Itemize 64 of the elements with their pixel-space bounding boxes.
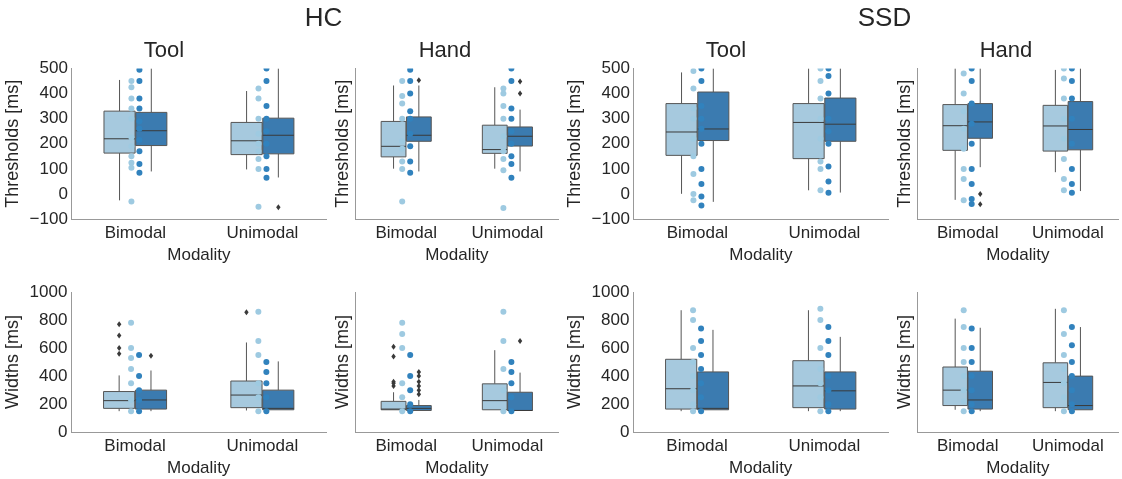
chart-title: Hand [979,37,1033,63]
y-tick-label: 0 [620,183,630,203]
y-tick-label: 800 [39,309,68,329]
y-tick-label: 800 [601,309,630,329]
x-tick-label: Unimodal [788,223,861,243]
text: HC [303,2,344,33]
y-tick-label: 0 [58,183,68,203]
y-tick-label: 0 [619,421,630,441]
y-tick-label: 500 [601,58,630,78]
y-tick-label: 400 [601,83,630,103]
x-tick-label: Bimodal [104,436,166,456]
x-tick-label: Bimodal [375,223,437,243]
chart-title: Hand [418,37,472,63]
x-tick-label: Unimodal [226,223,299,243]
chart-title: Tool [705,37,747,63]
y-tick-label: 100 [39,158,68,178]
x-tick-label: Bimodal [104,223,167,243]
y-axis-title: Widths [ms] [331,315,352,410]
y-axis-title: Thresholds [ms] [563,79,584,208]
y-tick-label: −100 [591,208,630,228]
x-tick-label: Unimodal [471,223,544,243]
y-tick-label: 200 [601,133,630,153]
x-axis-title: Modality [425,245,489,265]
x-tick-label: Unimodal [1031,436,1104,456]
chart-title: Tool [143,37,185,63]
x-tick-label: Bimodal [666,223,729,243]
x-axis-title: Modality [425,458,489,478]
y-axis-title: Widths [ms] [893,315,914,410]
y-tick-label: 600 [39,337,68,357]
y-tick-label: −100 [29,208,68,228]
y-tick-label: 500 [39,58,68,78]
y-axis-title: Widths [ms] [563,315,584,410]
y-tick-label: 400 [601,365,630,385]
y-tick-label: 0 [57,421,68,441]
y-tick-label: 200 [39,393,68,413]
y-tick-label: 200 [39,133,68,153]
y-tick-label: 400 [39,83,68,103]
y-axis-title: Thresholds [ms] [1,79,22,208]
x-tick-label: Bimodal [936,223,999,243]
text: SSD [856,2,913,33]
y-axis-title: Thresholds [ms] [331,79,352,208]
x-tick-label: Unimodal [788,436,861,456]
x-tick-label: Unimodal [1031,223,1104,243]
x-axis-title: Modality [986,458,1050,478]
y-tick-label: 1000 [29,281,68,301]
x-tick-label: Unimodal [471,436,544,456]
y-tick-label: 600 [601,337,630,357]
y-tick-label: 200 [601,393,630,413]
y-tick-label: 1000 [591,281,630,301]
x-axis-title: Modality [729,245,794,265]
y-tick-label: 400 [39,365,68,385]
x-axis-title: Modality [167,245,232,265]
y-axis-title: Thresholds [ms] [893,79,914,208]
x-axis-title: Modality [986,245,1050,265]
y-tick-label: 300 [601,108,630,128]
x-tick-label: Bimodal [666,436,728,456]
x-axis-title: Modality [167,458,231,478]
x-tick-label: Bimodal [375,436,437,456]
y-axis-title: Widths [ms] [1,315,22,410]
x-axis-title: Modality [729,458,793,478]
y-tick-label: 100 [601,158,630,178]
x-tick-label: Bimodal [936,436,999,456]
x-tick-label: Unimodal [226,436,299,456]
y-tick-label: 300 [39,108,68,128]
